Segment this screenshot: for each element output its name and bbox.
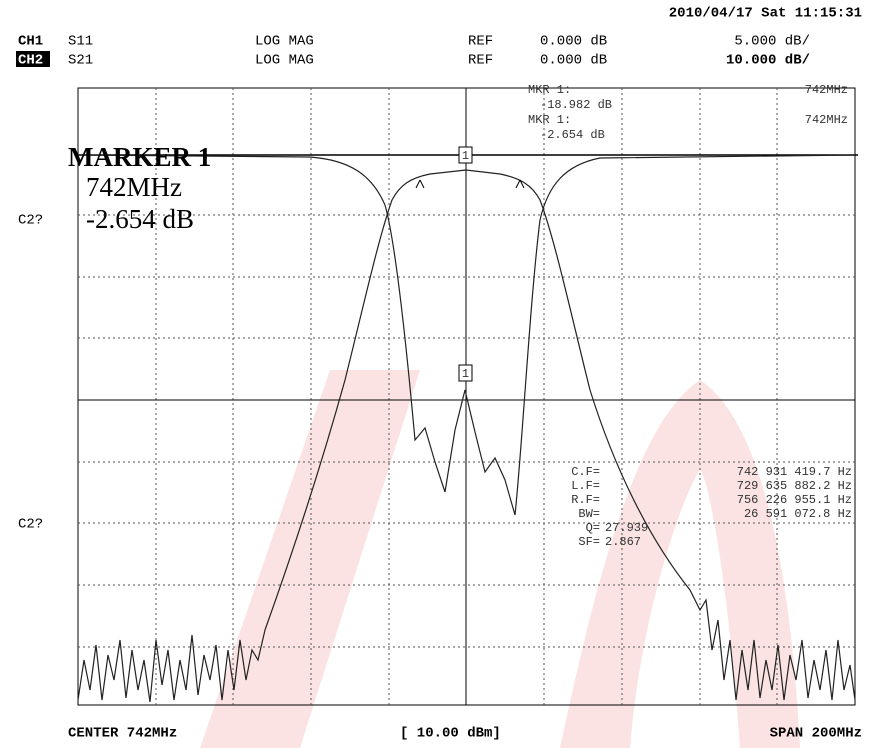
timestamp: 2010/04/17 Sat 11:15:31 xyxy=(669,6,862,22)
channel-label: CH1 xyxy=(18,34,43,50)
parameter: S21 xyxy=(68,53,93,69)
s21-trace xyxy=(77,169,856,703)
span: SPAN 200MHz xyxy=(770,726,862,742)
ref-value: 0.000 dB xyxy=(540,34,607,50)
stat-label: Q= xyxy=(586,521,600,535)
s11-trace xyxy=(77,154,856,516)
stat-value: 729 635 882.2 Hz xyxy=(737,479,852,493)
mkr-freq: 742MHz xyxy=(805,113,848,127)
power: [ 10.00 dBm] xyxy=(400,726,501,742)
marker-label: 1 xyxy=(462,149,469,163)
ref-label: REF xyxy=(468,53,493,69)
scale: 10.000 dB/ xyxy=(726,53,810,69)
channel-label: CH2 xyxy=(18,53,43,69)
bw-marker xyxy=(415,179,525,189)
stat-value: 742 931 419.7 Hz xyxy=(737,465,852,479)
stat-label: BW= xyxy=(578,507,600,521)
stat-value: 27.939 xyxy=(605,521,648,535)
watermark xyxy=(200,370,420,748)
marker-value: -2.654 dB xyxy=(86,204,194,234)
center-freq: CENTER 742MHz xyxy=(68,726,177,742)
ref-value: 0.000 dB xyxy=(540,53,607,69)
marker-freq: 742MHz xyxy=(86,172,182,202)
mkr-freq: 742MHz xyxy=(805,83,848,97)
mkr-value: -2.654 dB xyxy=(540,128,605,142)
marker-label: 1 xyxy=(462,367,469,381)
mkr-label: MKR 1: xyxy=(528,83,571,97)
format: LOG MAG xyxy=(255,53,314,69)
format: LOG MAG xyxy=(255,34,314,50)
stat-value: 756 226 955.1 Hz xyxy=(737,493,852,507)
ref-label: REF xyxy=(468,34,493,50)
marker-box xyxy=(458,364,473,382)
stat-label: SF= xyxy=(578,535,600,549)
mkr-value: -18.982 dB xyxy=(540,98,612,112)
stat-label: R.F= xyxy=(571,493,600,507)
stat-value: 2.867 xyxy=(605,535,641,549)
marker-title: MARKER 1 xyxy=(68,142,211,172)
filter-stats: C.F= 742 931 419.7 Hz L.F= 729 635 882.2… xyxy=(571,465,852,549)
scale-label: C2? xyxy=(18,517,43,533)
scale: 5.000 dB/ xyxy=(734,34,810,50)
parameter: S11 xyxy=(68,34,93,50)
stat-label: C.F= xyxy=(571,465,600,479)
stat-value: 26 591 072.8 Hz xyxy=(744,507,852,521)
active-channel-bg xyxy=(16,51,50,67)
stat-label: L.F= xyxy=(571,479,600,493)
marker-box xyxy=(458,146,473,164)
mkr-label: MKR 1: xyxy=(528,113,571,127)
scale-label: C2? xyxy=(18,213,43,229)
watermark xyxy=(560,380,800,748)
